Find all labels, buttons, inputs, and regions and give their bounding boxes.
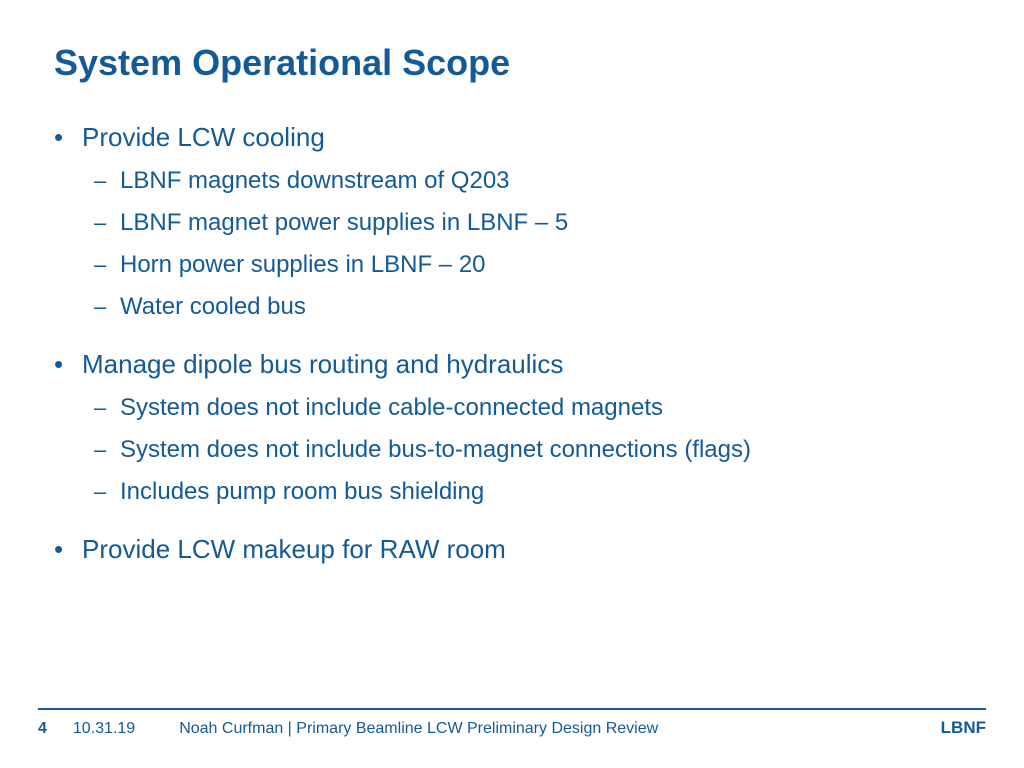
footer-row: 4 10.31.19 Noah Curfman | Primary Beamli… [38,718,986,738]
dash-icon: – [94,210,120,236]
sub-list-item-text: LBNF magnet power supplies in LBNF – 5 [120,209,568,237]
footer-divider [38,708,986,711]
slide-content: • Provide LCW cooling – LBNF magnets dow… [54,122,970,565]
dash-icon: – [94,252,120,278]
sub-list-item: – LBNF magnet power supplies in LBNF – 5 [94,209,970,237]
page-number: 4 [38,720,47,738]
list-item-text: Provide LCW cooling [82,122,325,153]
sub-list-item: – Water cooled bus [94,293,970,321]
dash-icon: – [94,168,120,194]
footer-description: Noah Curfman | Primary Beamline LCW Prel… [179,720,658,738]
sub-list: – System does not include cable-connecte… [54,394,970,506]
sub-list-item: – Includes pump room bus shielding [94,478,970,506]
slide: System Operational Scope • Provide LCW c… [0,0,1024,768]
dash-icon: – [94,479,120,505]
dash-icon: – [94,294,120,320]
sub-list: – LBNF magnets downstream of Q203 – LBNF… [54,167,970,321]
bullet-icon: • [54,349,82,380]
sub-list-item: – Horn power supplies in LBNF – 20 [94,251,970,279]
list-item: • Provide LCW makeup for RAW room [54,534,970,565]
dash-icon: – [94,437,120,463]
slide-title: System Operational Scope [54,42,970,84]
sub-list-item: – LBNF magnets downstream of Q203 [94,167,970,195]
list-item-text: Provide LCW makeup for RAW room [82,534,506,565]
dash-icon: – [94,395,120,421]
sub-list-item-text: Water cooled bus [120,293,306,321]
bullet-icon: • [54,122,82,153]
sub-list-item-text: LBNF magnets downstream of Q203 [120,167,510,195]
list-item: • Provide LCW cooling – LBNF magnets dow… [54,122,970,321]
sub-list-item: – System does not include bus-to-magnet … [94,436,970,464]
bullet-list: • Provide LCW cooling – LBNF magnets dow… [54,122,970,565]
sub-list-item-text: System does not include cable-connected … [120,394,663,422]
bullet-icon: • [54,534,82,565]
list-item-row: • Provide LCW makeup for RAW room [54,534,970,565]
footer-date: 10.31.19 [73,720,135,738]
list-item-text: Manage dipole bus routing and hydraulics [82,349,563,380]
sub-list-item-text: Includes pump room bus shielding [120,478,484,506]
slide-footer: 4 10.31.19 Noah Curfman | Primary Beamli… [38,708,986,739]
sub-list-item-text: System does not include bus-to-magnet co… [120,436,751,464]
sub-list-item: – System does not include cable-connecte… [94,394,970,422]
list-item-row: • Manage dipole bus routing and hydrauli… [54,349,970,380]
sub-list-item-text: Horn power supplies in LBNF – 20 [120,251,486,279]
list-item-row: • Provide LCW cooling [54,122,970,153]
footer-brand: LBNF [941,718,986,738]
list-item: • Manage dipole bus routing and hydrauli… [54,349,970,506]
